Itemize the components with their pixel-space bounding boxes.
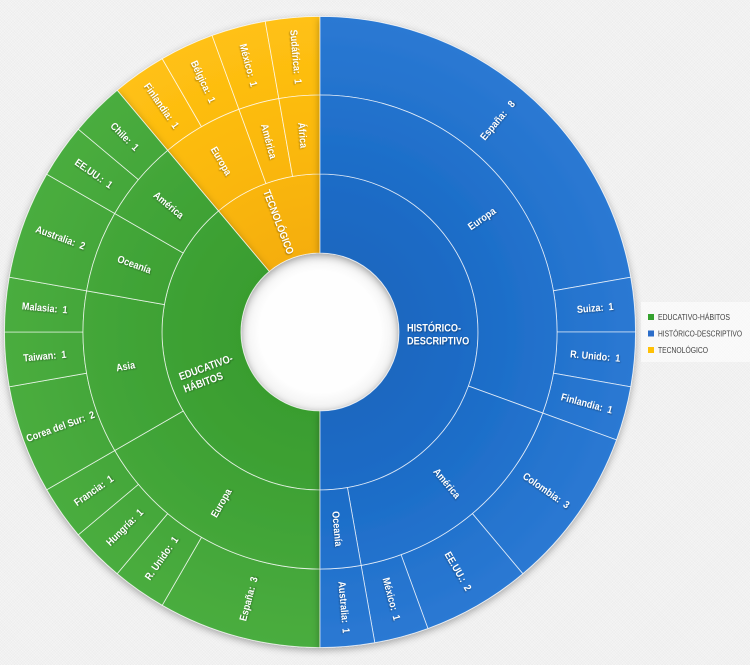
svg-text:TECNOLÓGICO: TECNOLÓGICO: [658, 346, 708, 355]
svg-text:HISTÓRICO-DESCRIPTIVO: HISTÓRICO-DESCRIPTIVO: [658, 330, 742, 339]
svg-text:Malasia: 1: Malasia: 1: [21, 301, 68, 316]
svg-text:Australia: 1: Australia: 1: [335, 581, 350, 634]
svg-text:Oceanía: Oceanía: [329, 511, 343, 547]
svg-text:HISTÓRICO-: HISTÓRICO-: [407, 321, 461, 334]
svg-text:DESCRIPTIVO: DESCRIPTIVO: [407, 336, 469, 348]
svg-text:África: África: [295, 122, 310, 149]
svg-text:Sudáfrica: 1: Sudáfrica: 1: [287, 29, 303, 84]
svg-text:Suiza: 1: Suiza: 1: [576, 302, 614, 316]
svg-text:EDUCATIVO-HÁBITOS: EDUCATIVO-HÁBITOS: [658, 313, 730, 322]
svg-text:Taiwan: 1: Taiwan: 1: [23, 350, 67, 365]
svg-text:R. Unido: 1: R. Unido: 1: [570, 349, 621, 364]
svg-text:Asia: Asia: [115, 360, 136, 374]
